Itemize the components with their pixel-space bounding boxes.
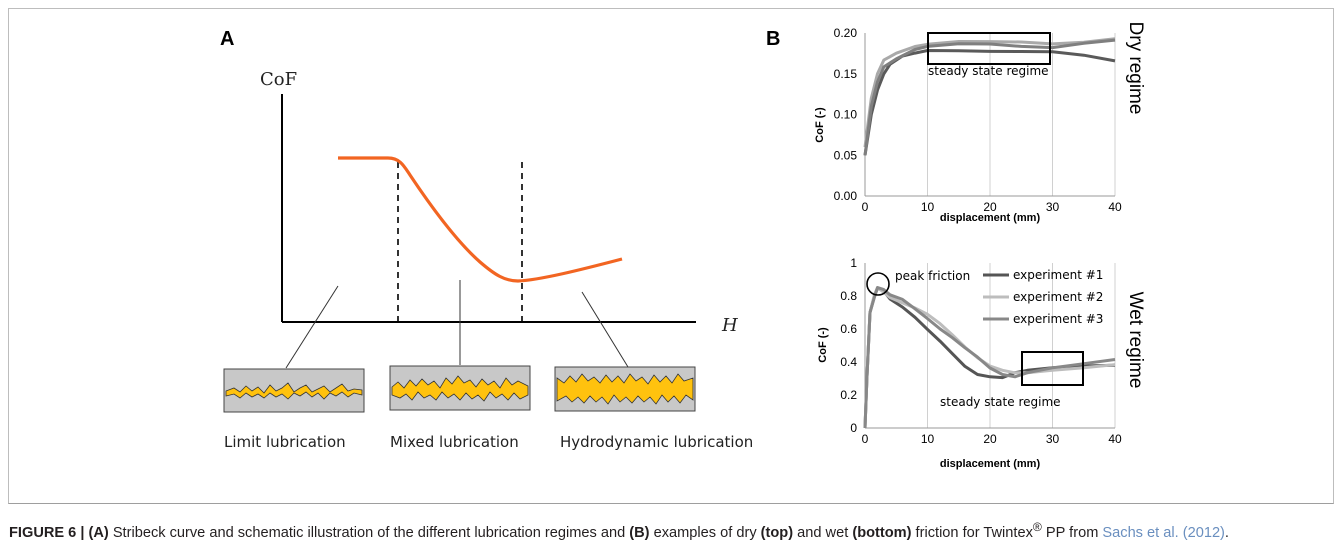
- regime-label-mixed: Mixed lubrication: [390, 433, 519, 451]
- caption-b-marker: (B): [629, 524, 650, 541]
- wet-steady-state-box: [1021, 351, 1084, 386]
- wet-x-tick-label: 10: [921, 432, 935, 446]
- caption-bottom-marker: (bottom): [852, 524, 912, 541]
- dry-steady-state-label: steady state regime: [928, 64, 1049, 78]
- panel-a-x-axis-label: H: [721, 315, 738, 336]
- dry-y-tick-label: 0.00: [834, 189, 858, 203]
- panel-a-y-axis-label: CoF: [260, 69, 297, 90]
- caption-end: .: [1224, 524, 1229, 541]
- mixed-lubrication-schematic: [389, 365, 531, 411]
- caption-part2: examples of dry: [649, 524, 761, 541]
- dry-y-tick-label: 0.10: [834, 108, 858, 122]
- pointer-hydrodynamic: [581, 291, 629, 368]
- regime-label-limit: Limit lubrication: [224, 433, 346, 451]
- dry-x-tick-label: 10: [921, 200, 935, 214]
- wet-regime-label: Wet regime: [1125, 292, 1146, 389]
- figure-frame: [8, 8, 1334, 504]
- wet-legend-label: experiment #3: [1013, 312, 1103, 326]
- wet-legend-label: experiment #1: [1013, 268, 1103, 282]
- dry-y-tick-label: 0.15: [834, 67, 858, 81]
- wet-friction-chart: 0 10 20 30 40 0 0.2 0.4 0.6 0.8 1 peak friction st…: [817, 256, 1146, 470]
- dry-y-tick-label: 0.05: [834, 148, 858, 162]
- hydrodynamic-lubrication-schematic: [554, 366, 696, 412]
- dry-series-line-1: [863, 49, 1116, 156]
- caption-label: FIGURE 6 |: [9, 524, 89, 541]
- caption-part4: friction for Twintex: [911, 524, 1033, 541]
- wet-y-axis-label: CoF (-): [817, 327, 829, 363]
- peak-friction-label: peak friction: [895, 269, 970, 283]
- dry-friction-chart: 0 10 20 30 40 0.00 0.05 0.10 0.15 0.20 steady sta…: [814, 22, 1146, 224]
- panel-a-letter: A: [220, 28, 234, 50]
- limit-lubrication-schematic: [223, 368, 365, 413]
- wet-x-tick-label: 0: [862, 432, 869, 446]
- figure-canvas: A CoF H Limit lubrication Mixed lubricat…: [220, 22, 1146, 470]
- panel-b-letter: B: [766, 28, 780, 50]
- caption-a-marker: (A): [88, 524, 109, 541]
- dry-x-axis-label: displacement (mm): [940, 212, 1041, 224]
- wet-y-tick-label: 0.6: [840, 322, 857, 336]
- dry-y-tick-label: 0.20: [834, 26, 858, 40]
- regime-label-hydrodynamic: Hydrodynamic lubrication: [560, 433, 753, 451]
- wet-y-tick-label: 0.2: [840, 388, 857, 402]
- caption-top-marker: (top): [760, 524, 794, 541]
- wet-y-tick-label: 0.8: [840, 289, 857, 303]
- dry-regime-label: Dry regime: [1125, 22, 1146, 115]
- wet-x-tick-label: 30: [1046, 432, 1060, 446]
- caption-part5: PP from: [1041, 524, 1103, 541]
- dry-x-tick-label: 40: [1108, 200, 1122, 214]
- pointer-limit: [285, 285, 339, 369]
- dry-steady-state-box: [927, 32, 1051, 65]
- wet-legend-label: experiment #2: [1013, 290, 1103, 304]
- dry-x-tick-label: 0: [862, 200, 869, 214]
- caption-registered: ®: [1032, 520, 1042, 534]
- caption-part1: Stribeck curve and schematic illustratio…: [108, 524, 630, 541]
- wet-y-tick-label: 1: [850, 256, 857, 270]
- stribeck-curve: [338, 156, 623, 283]
- wet-steady-state-label: steady state regime: [940, 395, 1061, 409]
- wet-x-tick-label: 40: [1108, 432, 1122, 446]
- wet-x-tick-label: 20: [983, 432, 997, 446]
- peak-friction-circle: [866, 272, 890, 296]
- dry-x-tick-label: 30: [1046, 200, 1060, 214]
- dry-y-axis-label: CoF (-): [814, 107, 826, 143]
- dry-x-tick-label: 20: [983, 200, 997, 214]
- wet-y-tick-label: 0: [850, 421, 857, 435]
- caption-reference-link[interactable]: Sachs et al. (2012): [1102, 524, 1225, 541]
- caption-part3: and wet: [793, 524, 853, 541]
- figure-caption: FIGURE 6 | (A) Stribeck curve and schema…: [9, 517, 1329, 544]
- wet-y-tick-label: 0.4: [840, 355, 857, 369]
- wet-x-axis-label: displacement (mm): [940, 458, 1041, 470]
